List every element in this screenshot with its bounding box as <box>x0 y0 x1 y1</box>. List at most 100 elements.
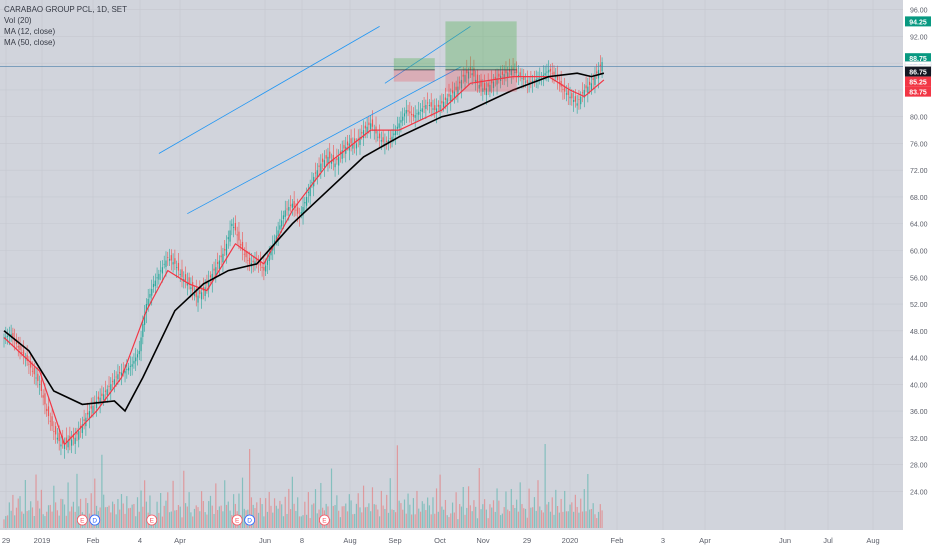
candle-body <box>318 165 320 167</box>
candle-body <box>523 76 525 80</box>
indicator-volume[interactable]: Vol (20) <box>4 16 32 25</box>
volume-bar <box>10 510 12 528</box>
volume-bar <box>393 510 395 528</box>
candle-body <box>466 69 468 74</box>
volume-bar <box>437 511 439 528</box>
volume-bar <box>249 448 251 528</box>
x-tick-label: 3 <box>661 536 665 545</box>
volume-bar <box>79 498 82 528</box>
price-label-box <box>905 86 931 97</box>
candle-body <box>549 68 552 72</box>
volume-bar <box>149 495 151 528</box>
candle-body <box>578 99 580 101</box>
volume-bar <box>551 497 553 528</box>
volume-bar <box>272 512 274 528</box>
indicator-ma12[interactable]: MA (12, close) <box>4 27 56 36</box>
volume-bar <box>409 504 411 528</box>
volume-bar <box>104 507 107 528</box>
symbol-title[interactable]: CARABAO GROUP PCL, 1D, SET <box>4 5 127 14</box>
candle-body <box>583 89 585 98</box>
volume-bar <box>459 504 461 528</box>
volume-bar <box>553 514 555 528</box>
ma50-line <box>3 72 605 413</box>
volume-bar <box>307 492 309 528</box>
volume-bar <box>195 505 197 528</box>
volume-bar <box>225 504 228 528</box>
volume-bar <box>501 513 503 528</box>
candle-body <box>567 90 569 95</box>
candle-body <box>484 83 486 90</box>
candle-body <box>277 230 279 237</box>
volume-bar <box>190 512 192 528</box>
candle-body <box>81 424 83 433</box>
candle-body <box>172 262 174 265</box>
volume-bar <box>510 488 512 528</box>
volume-bar <box>49 504 51 528</box>
volume-bar <box>161 516 164 528</box>
volume-bar <box>352 514 354 528</box>
volume-bar <box>578 512 580 528</box>
candle-body <box>573 99 575 102</box>
candle-body <box>421 108 423 112</box>
y-tick-label: 96.00 <box>910 8 928 15</box>
volume-bar <box>209 495 212 528</box>
candle-body <box>63 442 66 449</box>
volume-bar <box>103 494 105 528</box>
candle-body <box>240 244 242 246</box>
volume-bar <box>15 507 18 528</box>
candle-body <box>167 257 169 258</box>
volume-bar <box>192 516 194 528</box>
candle-body <box>6 335 9 338</box>
candle-body <box>418 111 420 115</box>
candle-body <box>307 191 309 194</box>
candle-body <box>599 64 601 66</box>
volume-bar <box>581 511 584 528</box>
candle-body <box>144 314 146 325</box>
candle-body <box>72 434 75 439</box>
candle-body <box>341 150 343 159</box>
y-tick-label: 56.00 <box>910 275 928 282</box>
volume-bar <box>208 501 210 528</box>
volume-bar <box>478 468 480 528</box>
x-tick-label: Feb <box>87 536 100 545</box>
volume-bar <box>58 515 60 528</box>
candle-body <box>192 282 194 291</box>
volume-bar <box>218 506 220 528</box>
candle-body <box>322 158 324 162</box>
price-label-box <box>905 76 931 87</box>
candle-body <box>562 89 564 90</box>
volume-bar <box>28 510 30 528</box>
volume-bar <box>573 511 575 528</box>
candle-body <box>220 255 222 258</box>
volume-bar <box>555 489 557 528</box>
volume-bar <box>71 506 73 528</box>
candle-body <box>268 255 270 261</box>
volume-bar <box>113 504 115 528</box>
candle-body <box>423 106 425 108</box>
volume-bar <box>213 513 215 528</box>
volume-bar <box>254 508 256 528</box>
volume-bar <box>266 511 269 528</box>
volume-bar <box>74 511 76 528</box>
candle-body <box>56 437 58 440</box>
volume-bar <box>485 509 487 528</box>
price-label-text: 94.25 <box>909 19 927 26</box>
candle-body <box>359 136 361 145</box>
volume-bar <box>411 514 413 528</box>
volume-bar <box>220 505 222 528</box>
candle-body <box>548 69 550 73</box>
volume-bar <box>362 485 365 528</box>
x-tick-label: Sep <box>388 536 401 545</box>
indicator-ma50[interactable]: MA (50, close) <box>4 38 56 47</box>
candle-body <box>200 292 203 300</box>
volume-bar <box>313 503 315 528</box>
volume-bar <box>126 496 128 528</box>
volume-bar <box>145 501 147 528</box>
candle-body <box>574 96 576 102</box>
volume-bar <box>546 504 548 528</box>
candle-body <box>503 74 505 80</box>
candle-body <box>346 141 349 146</box>
volume-bar <box>466 507 468 528</box>
time-axis-panel <box>0 530 903 550</box>
